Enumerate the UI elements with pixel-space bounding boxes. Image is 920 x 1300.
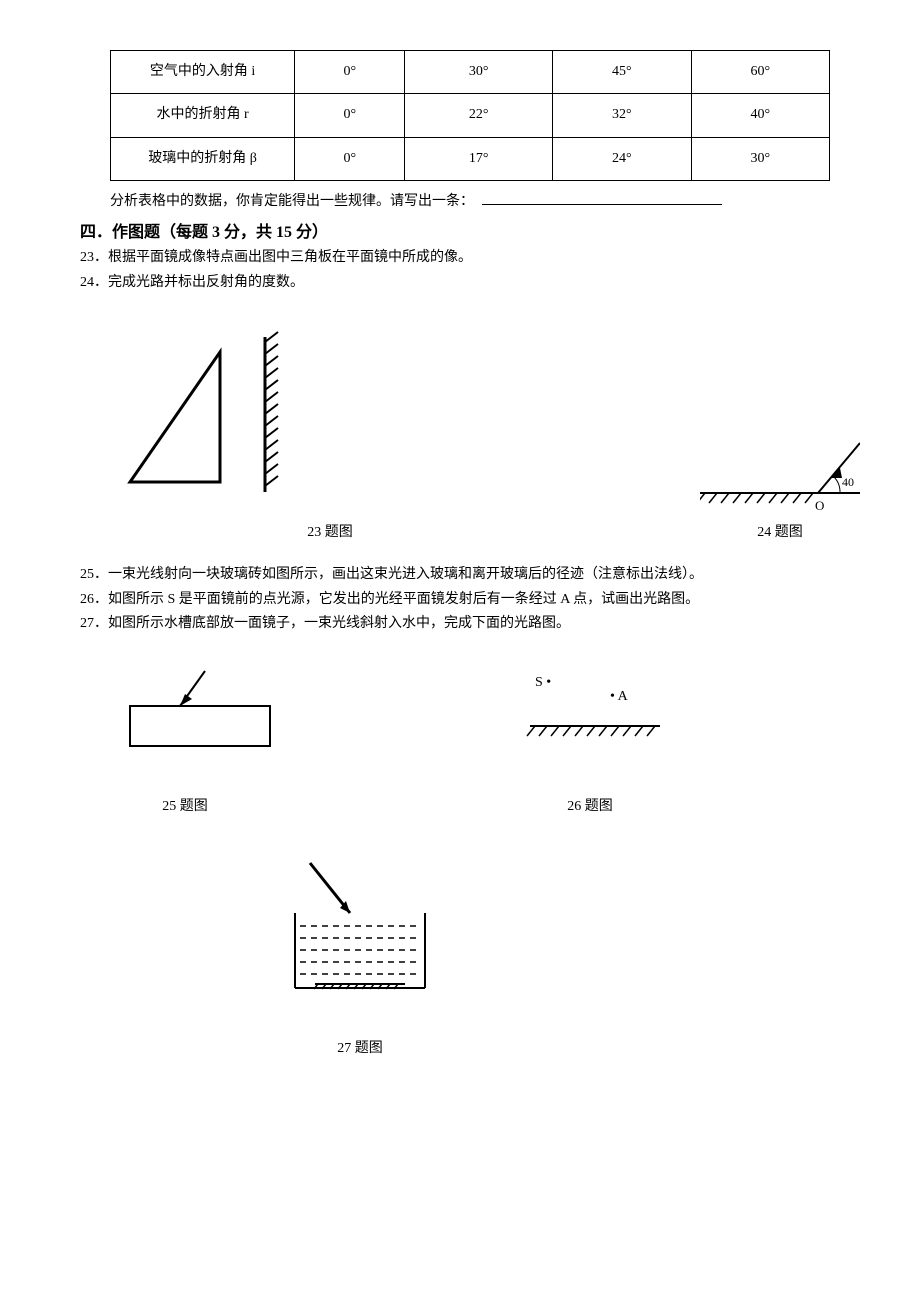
point-source-mirror-icon: S • • A [490, 666, 690, 756]
a-point-label: • A [610, 689, 629, 704]
table-cell: 60° [691, 51, 829, 94]
figure-23 [100, 312, 316, 512]
s-point-label: S • [535, 675, 551, 690]
table-cell: 32° [553, 94, 691, 137]
angle-40-label: 40 [842, 475, 854, 489]
question-25: 25．一束光线射向一块玻璃砖如图所示，画出这束光进入玻璃和离开玻璃后的径迹（注意… [80, 564, 860, 586]
table-cell: 0° [295, 94, 405, 137]
caption-23: 23 题图 [80, 522, 580, 544]
question-23: 23．根据平面镜成像特点画出图中三角板在平面镜中所成的像。 [80, 247, 860, 269]
caption-26: 26 题图 [490, 796, 690, 818]
table-cell: 17° [405, 137, 553, 180]
table-cell: 22° [405, 94, 553, 137]
table-cell: 30° [691, 137, 829, 180]
water-tank-mirror-icon [270, 858, 450, 1008]
table-cell: 40° [691, 94, 829, 137]
table-cell: 玻璃中的折射角 β [111, 137, 295, 180]
table-cell: 水中的折射角 r [111, 94, 295, 137]
mirror-angle-icon: 40 O [700, 438, 860, 518]
refraction-table: 空气中的入射角 i 0° 30° 45° 60° 水中的折射角 r 0° 22°… [110, 50, 830, 181]
question-27: 27．如图所示水槽底部放一面镜子，一束光线斜射入水中，完成下面的光路图。 [80, 613, 860, 635]
section-title: 四．作图题（每题 3 分，共 15 分） [80, 220, 860, 246]
caption-25: 25 题图 [80, 796, 290, 818]
table-cell: 30° [405, 51, 553, 94]
table-cell: 空气中的入射角 i [111, 51, 295, 94]
point-o-label: O [815, 498, 824, 513]
table-cell: 45° [553, 51, 691, 94]
table-cell: 24° [553, 137, 691, 180]
figure-25 [110, 666, 290, 756]
question-24: 24．完成光路并标出反射角的度数。 [80, 272, 860, 294]
table-row: 空气中的入射角 i 0° 30° 45° 60° [111, 51, 830, 94]
figure-26: S • • A [490, 666, 690, 756]
glass-block-icon [110, 666, 290, 756]
table-row: 玻璃中的折射角 β 0° 17° 24° 30° [111, 137, 830, 180]
figure-24: 40 O [700, 438, 860, 518]
table-row: 水中的折射角 r 0° 22° 32° 40° [111, 94, 830, 137]
table-cell: 0° [295, 51, 405, 94]
table-cell: 0° [295, 137, 405, 180]
caption-27: 27 题图 [200, 1038, 520, 1060]
blank-underline [482, 204, 722, 205]
figure-27 [270, 858, 450, 1008]
caption-24: 24 题图 [700, 522, 860, 544]
analysis-text: 分析表格中的数据，你肯定能得出一些规律。请写出一条： [110, 194, 474, 209]
analysis-line: 分析表格中的数据，你肯定能得出一些规律。请写出一条： [110, 191, 860, 213]
question-26: 26．如图所示 S 是平面镜前的点光源，它发出的光经平面镜发射后有一条经过 A … [80, 589, 860, 611]
triangle-mirror-icon [100, 312, 316, 512]
